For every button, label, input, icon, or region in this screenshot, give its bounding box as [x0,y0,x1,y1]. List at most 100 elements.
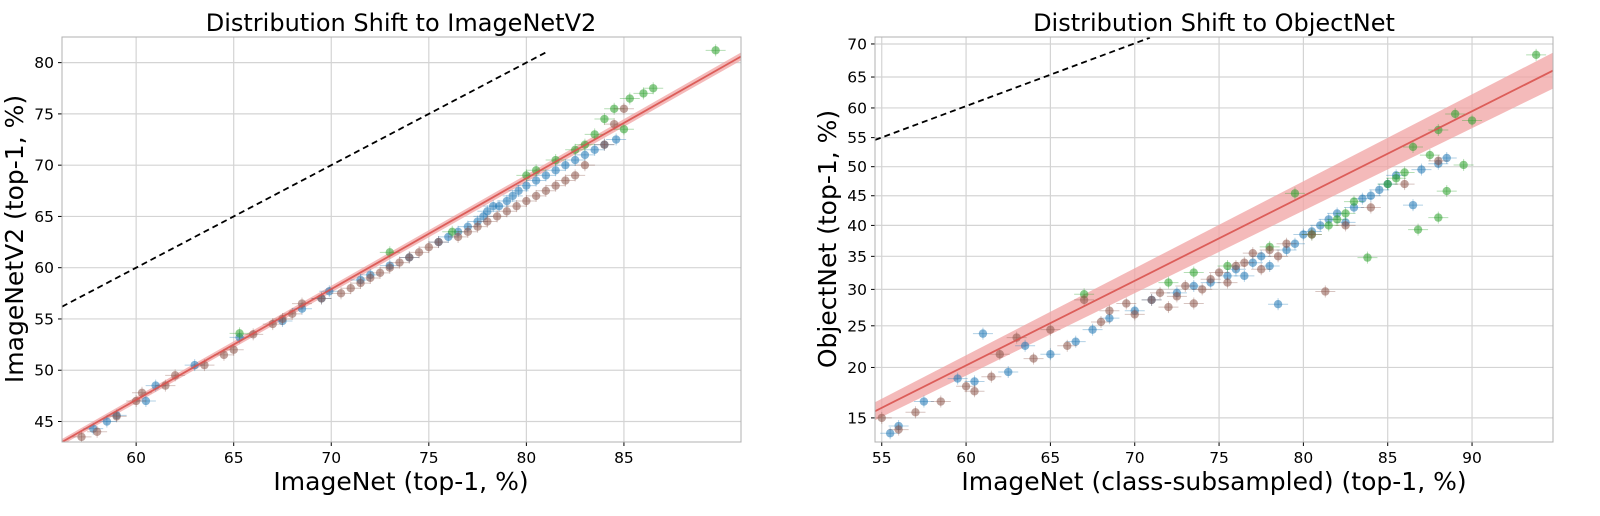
point-marker [1046,350,1055,359]
data-point [1276,244,1297,257]
point-marker [1248,258,1257,267]
data-point [516,195,537,208]
point-marker [1079,295,1089,305]
point-marker [489,201,498,211]
data-point [1377,178,1398,191]
point-marker [463,227,473,237]
y-tick-label: 55 [34,310,54,328]
y-tick-label: 50 [847,158,867,176]
data-point [350,277,371,290]
point-marker [919,397,929,406]
data-point [1200,273,1221,286]
point-marker [600,140,609,149]
tick-labels: 60 65 70 75 80 85 45 50 55 60 65 70 75 80 [34,54,634,467]
point-marker [570,171,580,180]
point-marker [609,104,619,113]
point-marker [1122,299,1131,308]
data-point [379,261,400,274]
y-axis-label: ImageNetV2 (top-1, %) [0,95,29,383]
data-point [1360,189,1381,202]
point-marker [1240,258,1249,267]
data-point [1403,199,1424,212]
point-marker [619,125,629,134]
point-marker [611,135,621,144]
data-point [643,82,664,95]
point-marker [1290,189,1300,198]
data-point [106,410,127,423]
data-point [223,343,244,356]
data-point [1234,269,1255,282]
data-point [1445,107,1466,120]
data-point [956,380,977,393]
y-tick-label: 45 [34,413,54,431]
point-marker [1223,261,1232,271]
y-tick-label: 65 [847,69,867,87]
point-marker [1417,165,1426,174]
fit-line [875,69,1553,413]
point-marker [648,84,658,93]
point-marker [995,350,1005,359]
point-marker [541,186,551,195]
point-marker [1316,221,1325,230]
fit-confidence-band [875,52,1553,421]
data-point [1015,339,1036,352]
data-point [477,205,498,218]
data-point [1301,228,1322,241]
point-marker [978,329,988,338]
data-point [71,430,92,442]
data-point [972,327,993,340]
data-point [584,143,605,156]
data-point [989,348,1010,361]
point-marker [639,89,648,98]
point-marker [1231,261,1241,271]
point-marker [1442,153,1451,163]
data-point [1268,298,1289,311]
point-marker [1223,271,1232,281]
y-tick-label: 40 [847,217,867,235]
point-marker [522,181,531,190]
plot-frame [874,36,1554,443]
data-point [1175,279,1196,292]
data-point [555,174,576,187]
point-marker [531,176,541,185]
point-marker [1282,239,1291,248]
x-tick-label: 85 [614,449,634,467]
point-marker [551,166,560,175]
point-marker [375,268,385,278]
x-tick-label: 75 [1209,449,1229,467]
point-marker [1324,215,1333,224]
point-marker [1197,285,1207,294]
data-point [389,256,410,269]
point-marker [1105,306,1114,315]
point-marker [1375,185,1384,195]
chart-objectnet: Distribution Shift to ObjectNet ImageNet… [813,9,1554,496]
data-point [1335,219,1356,232]
point-marker [1273,299,1283,309]
point-marker [1105,313,1114,323]
data-point [370,266,391,279]
point-marker [483,207,492,216]
point-marker [512,201,521,211]
chart-title: Distribution Shift to ImageNetV2 [206,9,597,37]
data-point [1315,285,1336,298]
data-point [489,200,510,213]
data-point [1023,352,1044,365]
point-marker [1189,268,1198,277]
x-tick-label: 60 [956,449,976,467]
data-point [1158,276,1179,289]
point-marker [405,253,414,262]
data-point [1040,348,1061,361]
point-marker [1324,221,1333,230]
point-marker [1321,287,1330,296]
point-marker [483,217,492,226]
data-point [1141,293,1162,306]
point-marker [278,314,287,324]
point-marker [1181,281,1190,291]
point-marker [953,374,962,383]
data-point [1124,308,1145,321]
y-tick-label: 70 [34,157,54,175]
point-marker [1172,292,1182,301]
data-point [1428,211,1449,224]
data-point [467,220,488,233]
tick-labels: 55 60 65 70 75 80 85 90 15 20 25 30 35 40 45 50 55 60 65 70 [847,35,1482,467]
